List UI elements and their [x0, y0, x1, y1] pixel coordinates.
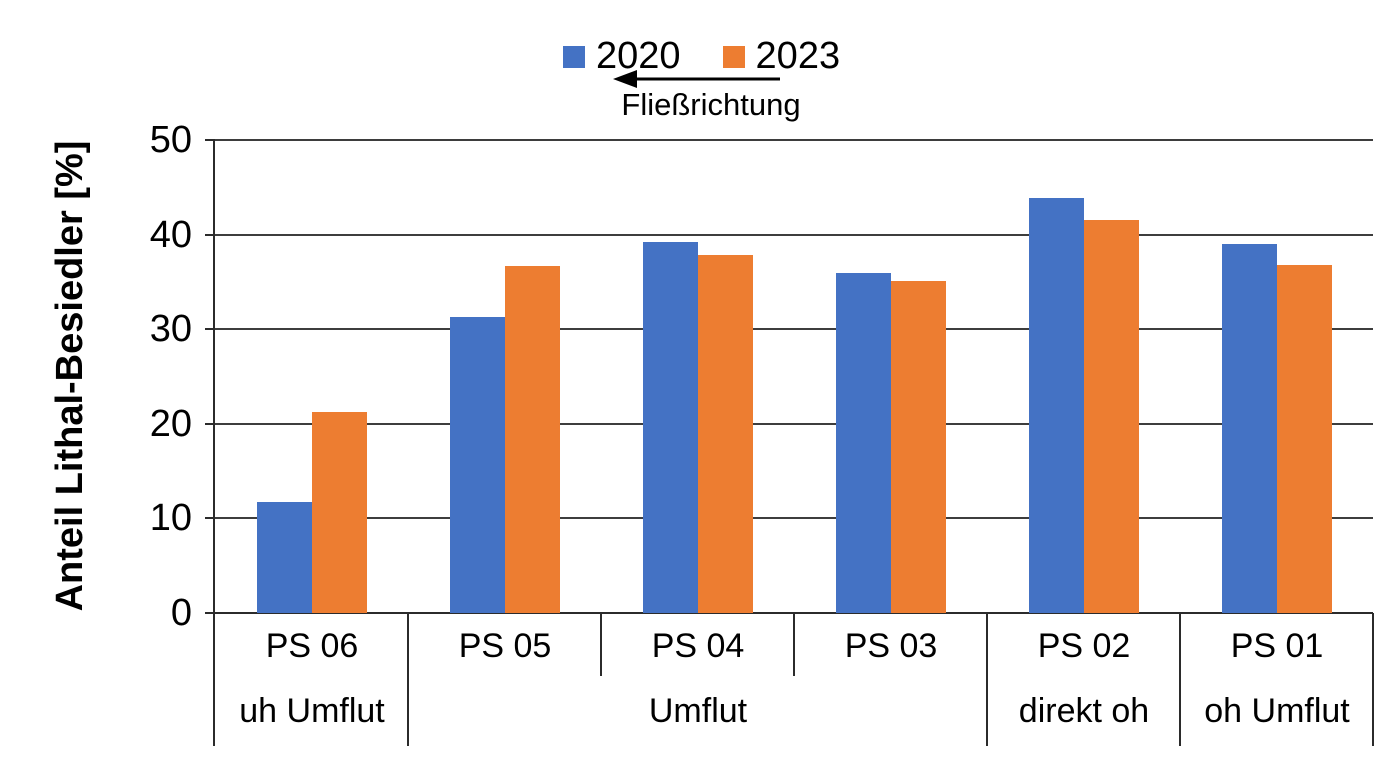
x-category-label-ps-01: PS 01: [1230, 627, 1324, 665]
x-category-label-ps-03: PS 03: [844, 627, 938, 665]
y-tick-mark: [205, 612, 215, 614]
y-tick-mark: [205, 517, 215, 519]
legend: 2020 2023: [563, 35, 841, 78]
bar-2023-ps-04: [698, 255, 753, 613]
y-axis-line: [213, 140, 215, 746]
bar-2020-ps-06: [257, 502, 312, 613]
gridline: [215, 234, 1373, 236]
y-tick-mark: [205, 423, 215, 425]
category-divider: [600, 613, 602, 676]
x-category-label-ps-05: PS 05: [458, 627, 552, 665]
x-category-label-ps-04: PS 04: [651, 627, 745, 665]
gridline: [215, 423, 1373, 425]
category-divider: [793, 613, 795, 676]
y-tick-mark: [205, 139, 215, 141]
x-group-label-direkt-oh: direkt oh: [1018, 692, 1150, 730]
gridline: [215, 139, 1373, 141]
category-divider: [1179, 613, 1181, 746]
x-group-label-umflut: Umflut: [648, 692, 748, 730]
category-divider: [407, 613, 409, 746]
legend-swatch-2023-icon: [722, 45, 745, 68]
y-tick-label: 40: [149, 214, 192, 256]
y-tick-label: 20: [149, 403, 192, 445]
y-tick-mark: [205, 328, 215, 330]
bar-2023-ps-06: [312, 412, 367, 613]
category-divider: [1372, 613, 1374, 746]
x-category-label-ps-02: PS 02: [1037, 627, 1131, 665]
legend-item-2020: 2020: [563, 35, 681, 78]
gridline: [215, 517, 1373, 519]
bar-2020-ps-02: [1029, 198, 1084, 613]
legend-item-2023: 2023: [722, 35, 841, 78]
bar-2023-ps-02: [1084, 220, 1139, 613]
legend-label-2023: 2023: [755, 35, 841, 77]
x-group-label-oh-umflut: oh Umflut: [1204, 692, 1350, 730]
y-tick-label: 50: [149, 119, 192, 161]
y-tick-label: 30: [149, 308, 192, 350]
gridline: [215, 328, 1373, 330]
x-group-label-uh-umflut: uh Umflut: [239, 692, 385, 730]
legend-label-2020: 2020: [596, 35, 681, 77]
x-category-label-ps-06: PS 06: [265, 627, 359, 665]
category-divider: [986, 613, 988, 746]
bar-2023-ps-05: [505, 266, 560, 613]
bar-2020-ps-05: [450, 317, 505, 613]
y-tick-label: 10: [149, 497, 192, 539]
bar-2023-ps-03: [891, 281, 946, 613]
bar-2023-ps-01: [1277, 265, 1332, 613]
y-tick-label: 0: [170, 592, 192, 634]
y-tick-mark: [205, 234, 215, 236]
legend-swatch-2020-icon: [563, 45, 585, 68]
flow-direction-label: Fließrichtung: [621, 87, 801, 122]
bar-2020-ps-04: [643, 242, 698, 613]
bar-2020-ps-01: [1222, 244, 1277, 613]
bar-2020-ps-03: [836, 273, 891, 613]
flow-direction-arrow: [613, 70, 780, 88]
